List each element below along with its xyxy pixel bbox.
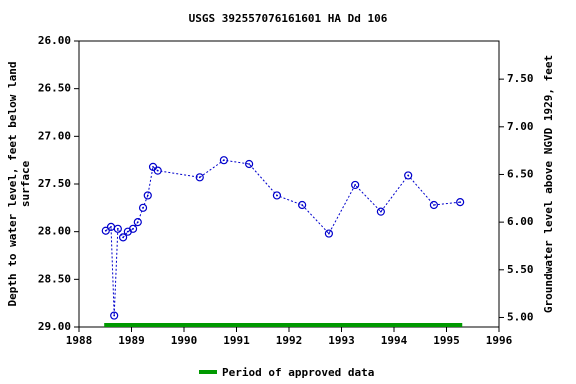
x-tick-label: 1989	[118, 334, 145, 347]
data-point-dot	[433, 204, 435, 206]
y-tick-label: 26.50	[38, 82, 71, 95]
data-point	[133, 218, 142, 227]
data-point-dot	[152, 165, 154, 168]
data-point	[101, 226, 110, 235]
data-point-dot	[407, 174, 410, 177]
data-point	[456, 198, 465, 207]
x-tick-label: 1996	[486, 334, 513, 347]
y2-tick-label: 5.50	[507, 263, 534, 276]
data-point	[138, 203, 148, 212]
data-point	[351, 180, 360, 190]
data-point	[219, 156, 228, 165]
data-point-dot	[116, 227, 119, 230]
y-axis-title: Depth to water level, feet below land su…	[6, 61, 32, 306]
data-point	[128, 224, 138, 233]
x-tick-label: 1990	[171, 334, 198, 347]
y-axis-title-line: Depth to water level, feet below land	[6, 61, 19, 306]
data-point-dot	[136, 221, 139, 224]
y-tick-label: 28.00	[38, 225, 71, 238]
y-tick-label: 27.00	[38, 129, 71, 142]
x-tick-label: 1995	[433, 334, 460, 347]
data-point	[153, 166, 162, 175]
y2-tick-label: 5.00	[507, 310, 534, 323]
data-point-dot	[156, 169, 159, 172]
data-point	[376, 207, 385, 216]
y2-axis-title: Groundwater level above NGVD 1929, feet	[542, 55, 555, 313]
x-tick-label: 1994	[381, 334, 408, 347]
x-tick-label: 1988	[66, 334, 93, 347]
data-point	[429, 200, 438, 210]
data-point	[404, 171, 413, 180]
y2-tick-label: 6.50	[507, 167, 534, 180]
data-point	[324, 229, 333, 238]
data-point-dot	[132, 227, 134, 230]
data-point-dot	[248, 163, 251, 165]
data-point	[298, 200, 307, 210]
data-point-dot	[379, 210, 382, 213]
y2-tick-label: 7.00	[507, 120, 534, 133]
data-point	[118, 233, 128, 242]
data-point-dot	[354, 184, 357, 186]
series-line	[105, 159, 461, 316]
data-point-dot	[198, 176, 201, 179]
data-point-dot	[126, 230, 129, 233]
chart-title: USGS 392557076161601 HA Dd 106	[189, 12, 388, 25]
data-point-dot	[104, 229, 107, 232]
data-point	[143, 191, 152, 200]
data-point-dot	[459, 201, 462, 204]
data-point	[245, 159, 254, 169]
data-point-dot	[142, 206, 144, 209]
x-tick-label: 1992	[276, 334, 303, 347]
data-point-dot	[301, 204, 304, 206]
y-tick-label: 29.00	[38, 320, 71, 333]
legend-label: Period of approved data	[222, 366, 374, 379]
data-point	[272, 191, 282, 200]
y-tick-label: 27.50	[38, 177, 71, 190]
data-point-dot	[146, 194, 149, 197]
y2-tick-label: 6.00	[507, 215, 534, 228]
y-tick-label: 28.50	[38, 272, 71, 285]
x-tick-label: 1991	[223, 334, 250, 347]
data-point-dot	[223, 159, 225, 162]
data-point-dot	[122, 236, 124, 239]
data-point-dot	[113, 314, 116, 317]
data-point	[195, 173, 204, 182]
y-tick-label: 26.00	[38, 34, 71, 47]
data-point-dot	[276, 194, 278, 197]
data-point-dot	[110, 226, 112, 228]
data-point	[113, 224, 122, 233]
data-point-dot	[328, 232, 330, 235]
x-tick-label: 1993	[328, 334, 355, 347]
data-point	[110, 311, 119, 320]
y2-tick-label: 7.50	[507, 72, 534, 85]
y-axis-title-line: surface	[19, 160, 32, 207]
plot-frame	[78, 40, 500, 328]
